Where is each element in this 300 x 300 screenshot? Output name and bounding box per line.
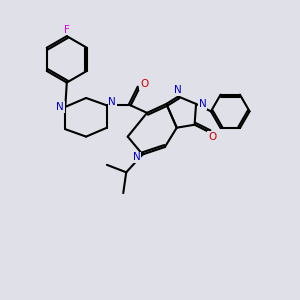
Text: N: N (199, 99, 206, 109)
Text: O: O (208, 132, 217, 142)
Text: F: F (64, 25, 70, 34)
Text: N: N (108, 98, 116, 107)
Text: N: N (133, 152, 140, 162)
Text: N: N (56, 102, 64, 112)
Text: N: N (174, 85, 182, 95)
Text: O: O (140, 79, 148, 89)
